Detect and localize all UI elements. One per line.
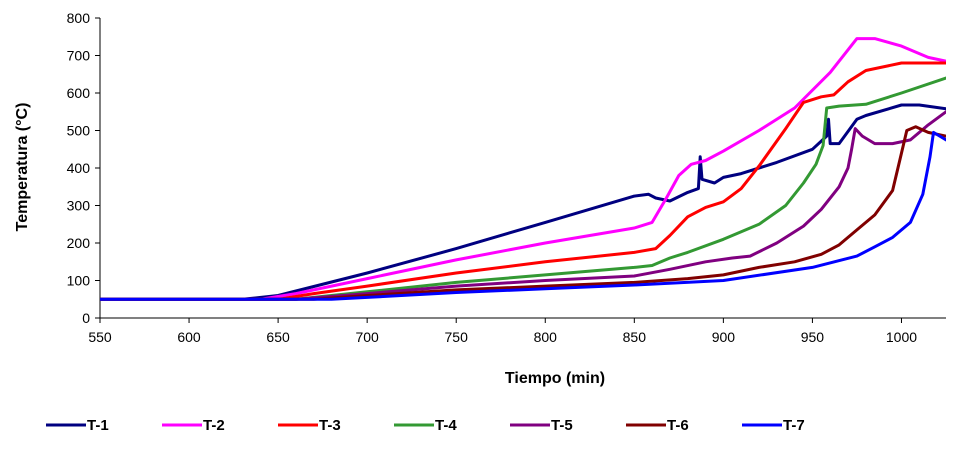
y-tick-label: 500 — [67, 123, 91, 139]
x-tick-label: 900 — [712, 329, 736, 345]
legend-label: T-5 — [551, 417, 573, 434]
x-tick-label: 1000 — [886, 329, 917, 345]
legend-label: T-2 — [203, 417, 225, 434]
legend-label: T-6 — [667, 417, 689, 434]
y-tick-label: 600 — [67, 85, 91, 101]
x-tick-label: 650 — [266, 329, 290, 345]
x-tick-label: 750 — [445, 329, 469, 345]
series-lines — [100, 37, 946, 301]
y-tick-label: 300 — [67, 198, 91, 214]
y-tick-label: 800 — [67, 10, 91, 26]
y-tick-label: 100 — [67, 273, 91, 289]
y-axis-title: Temperatura (°C) — [14, 103, 31, 232]
series-line-t-2 — [100, 37, 946, 301]
x-tick-label: 950 — [801, 329, 825, 345]
legend-label: T-4 — [435, 417, 457, 434]
y-tick-label: 200 — [67, 235, 91, 251]
x-tick-label: 600 — [177, 329, 201, 345]
x-tick-label: 800 — [534, 329, 558, 345]
axes: 0 100 200 300 400 500 600 700 800 550 600 650 700 750… — [67, 10, 946, 345]
series-line-t-1 — [100, 103, 946, 301]
y-tick-label: 400 — [67, 160, 91, 176]
series-line-t-4 — [100, 76, 946, 301]
series-line-t-7 — [100, 130, 946, 301]
x-axis-title: Tiempo (min) — [505, 370, 605, 387]
x-tick-label: 850 — [623, 329, 647, 345]
legend-label: T-3 — [319, 417, 341, 434]
x-tick-label: 700 — [355, 329, 379, 345]
y-tick-label: 0 — [82, 310, 90, 326]
series-line-t-6 — [100, 125, 946, 301]
y-tick-label: 700 — [67, 48, 91, 64]
legend-label: T-7 — [783, 417, 805, 434]
series-line-t-5 — [100, 110, 946, 301]
legend: T-1 T-2 T-3 T-4 T-5 T-6 T-7 — [46, 417, 805, 434]
x-tick-label: 550 — [88, 329, 112, 345]
legend-label: T-1 — [87, 417, 109, 434]
series-line-t-3 — [100, 61, 946, 301]
